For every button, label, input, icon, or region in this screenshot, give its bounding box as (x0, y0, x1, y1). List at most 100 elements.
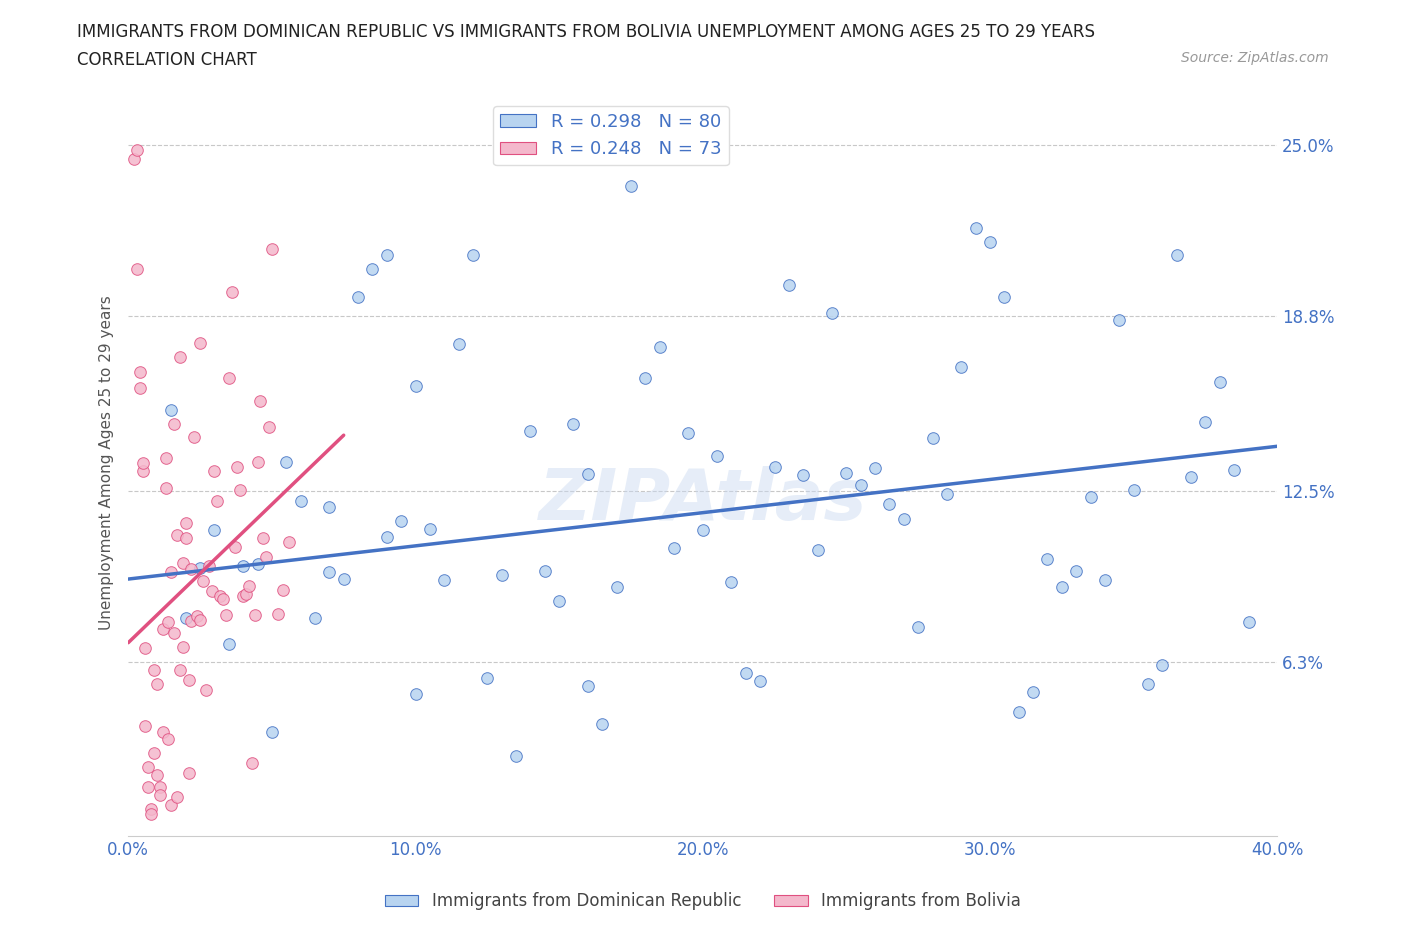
Point (128, 365, 150, 379)
Point (243, 608, 266, 623)
Point (662, 540, 685, 555)
Point (260, 724, 283, 739)
Point (720, 575, 742, 590)
Point (304, 611, 326, 626)
Point (1108, 312, 1130, 327)
Point (979, 234, 1001, 249)
Point (1209, 374, 1232, 389)
Point (562, 417, 585, 432)
Point (965, 220, 987, 235)
Point (143, 663, 166, 678)
Point (821, 305, 844, 320)
Point (879, 497, 901, 512)
Point (215, 607, 238, 622)
Point (183, 430, 205, 445)
Point (240, 756, 263, 771)
Point (166, 527, 188, 542)
Point (749, 673, 772, 688)
Point (375, 248, 398, 263)
Point (174, 610, 197, 625)
Point (157, 732, 180, 747)
Point (1094, 573, 1116, 588)
Point (146, 677, 169, 692)
Point (648, 339, 671, 354)
Point (835, 466, 858, 481)
Point (375, 530, 398, 545)
Point (692, 523, 714, 538)
Point (778, 278, 800, 293)
Point (533, 564, 555, 578)
Point (576, 467, 599, 482)
Point (149, 779, 172, 794)
Point (576, 678, 599, 693)
Point (1194, 415, 1216, 430)
Point (1064, 564, 1087, 578)
Point (1152, 658, 1174, 672)
Point (893, 512, 915, 526)
Point (620, 179, 643, 193)
Point (734, 666, 756, 681)
Point (188, 336, 211, 351)
Point (1237, 615, 1260, 630)
Point (141, 802, 163, 817)
Point (548, 593, 571, 608)
Point (138, 760, 160, 775)
Point (276, 455, 298, 470)
Point (238, 579, 260, 594)
Point (706, 448, 728, 463)
Point (152, 724, 174, 739)
Point (131, 464, 153, 479)
Point (266, 607, 288, 622)
Point (950, 360, 973, 375)
Point (218, 370, 240, 385)
Point (141, 806, 163, 821)
Point (188, 560, 211, 575)
Point (197, 558, 219, 573)
Point (1022, 685, 1045, 700)
Point (1008, 704, 1031, 719)
Point (1137, 677, 1160, 692)
Point (232, 589, 254, 604)
Point (128, 380, 150, 395)
Point (260, 241, 283, 256)
Point (993, 289, 1015, 304)
Text: ZIPAtlas: ZIPAtlas (538, 466, 868, 535)
Point (505, 749, 527, 764)
Point (477, 671, 499, 685)
Point (249, 393, 271, 408)
Point (163, 417, 186, 432)
Point (1166, 248, 1188, 263)
Point (226, 459, 249, 474)
Point (177, 765, 200, 780)
Point (389, 513, 412, 528)
Point (1223, 462, 1246, 477)
Point (232, 558, 254, 573)
Point (1036, 551, 1059, 566)
Point (146, 768, 169, 783)
Point (125, 143, 148, 158)
Point (447, 337, 470, 352)
Point (606, 579, 628, 594)
Point (935, 486, 957, 501)
Point (155, 451, 177, 466)
Point (134, 718, 156, 733)
Point (204, 464, 226, 479)
Point (634, 370, 657, 385)
Point (166, 790, 188, 804)
Point (155, 481, 177, 496)
Point (433, 573, 456, 588)
Point (257, 420, 280, 435)
Legend: R = 0.298   N = 80, R = 0.248   N = 73: R = 0.298 N = 80, R = 0.248 N = 73 (494, 106, 728, 166)
Point (204, 523, 226, 538)
Point (200, 584, 222, 599)
Point (318, 499, 340, 514)
Point (1122, 483, 1144, 498)
Point (188, 612, 211, 627)
Text: CORRELATION CHART: CORRELATION CHART (77, 51, 257, 69)
Point (157, 615, 180, 630)
Point (174, 516, 197, 531)
Point (134, 641, 156, 656)
Point (332, 572, 354, 587)
Point (224, 540, 246, 555)
Point (191, 574, 214, 589)
